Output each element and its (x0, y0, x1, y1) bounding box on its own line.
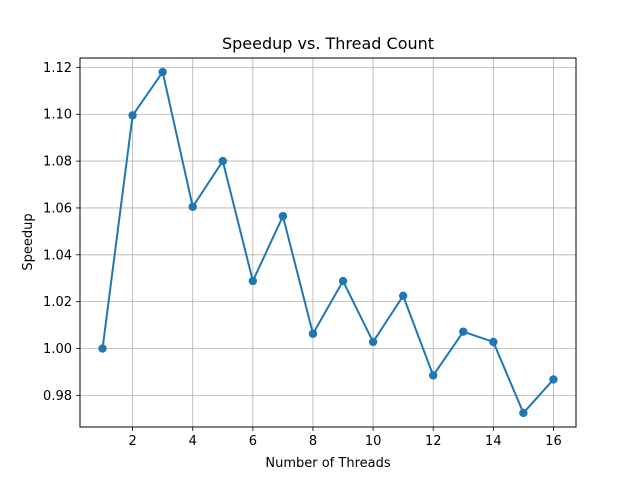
data-point (248, 276, 258, 286)
y-tick-label: 1.00 (43, 342, 72, 357)
y-tick-label: 0.98 (43, 389, 72, 404)
x-tick-label: 16 (545, 434, 562, 449)
y-tick-label: 1.04 (43, 248, 72, 263)
x-tick-label: 8 (309, 434, 317, 449)
data-point (429, 371, 438, 380)
x-tick-label: 6 (249, 434, 257, 449)
series-line (101, 71, 555, 414)
data-point (549, 375, 558, 384)
x-tick-label: 14 (485, 434, 502, 449)
data-point (98, 344, 107, 353)
data-point (188, 202, 197, 211)
x-tick-label: 10 (365, 434, 382, 449)
y-tick-label: 1.08 (43, 155, 72, 170)
data-point (278, 211, 288, 221)
data-point (338, 276, 348, 286)
data-point (459, 327, 468, 336)
grid-layer (80, 58, 576, 427)
y-axis-label: Speedup (21, 213, 36, 270)
y-tick-label: 1.02 (43, 295, 72, 310)
tick-layer: 2 4 6 8 10 12 14 16 0.98 1.00 1.02 1.04 1.06 1.08 1.10… (43, 61, 562, 449)
series-layer (98, 67, 558, 418)
plot-frame (79, 57, 577, 428)
x-axis-label: Number of Threads (265, 456, 390, 471)
x-tick-label: 4 (189, 434, 197, 449)
data-point (519, 408, 528, 418)
data-point (308, 329, 318, 338)
y-tick-label: 1.10 (43, 108, 72, 123)
data-point (489, 337, 498, 347)
y-tick-label: 1.06 (43, 201, 72, 216)
y-tick-label: 1.12 (43, 61, 72, 76)
data-point (158, 67, 167, 77)
data-point (218, 156, 227, 166)
chart-title: Speedup vs. Thread Count (222, 34, 434, 53)
x-tick-label: 12 (425, 434, 442, 449)
data-point (128, 111, 137, 120)
data-point (368, 337, 378, 347)
data-point (398, 291, 408, 300)
x-tick-label: 2 (128, 434, 136, 449)
